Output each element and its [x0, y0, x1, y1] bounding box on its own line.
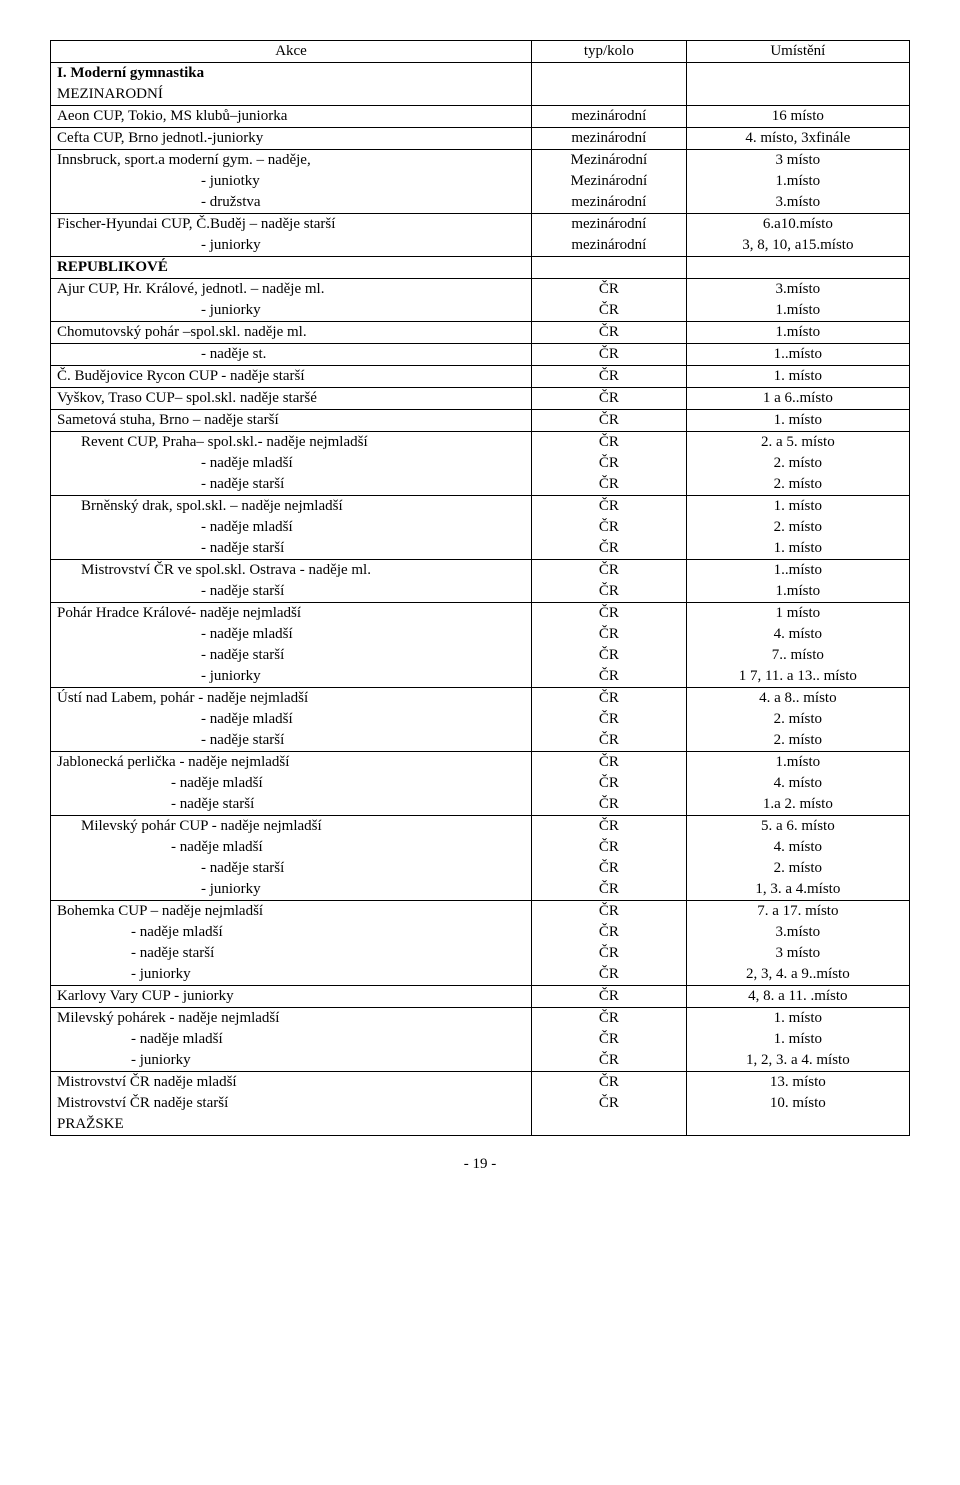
table-row: Mistrovství ČR ve spol.skl. Ostrava - na…: [51, 560, 910, 582]
table-row: - naděje staršíČR1.místo: [51, 581, 910, 603]
table-row: Fischer-Hyundai CUP, Č.Buděj – naděje st…: [51, 214, 910, 236]
section-republikove: REPUBLIKOVÉ: [51, 257, 910, 279]
table-row: - juniorkyČR1, 3. a 4.místo: [51, 879, 910, 901]
table-row: - naděje mladšíČR2. místo: [51, 453, 910, 474]
section-prazske: PRAŽSKE: [51, 1114, 910, 1136]
table-row: - naděje staršíČR2. místo: [51, 474, 910, 496]
table-row: Milevský pohár CUP - naděje nejmladšíČR5…: [51, 816, 910, 838]
table-row: - naděje mladšíČR1. místo: [51, 1029, 910, 1050]
table-header-row: Akce typ/kolo Umístění: [51, 41, 910, 63]
table-row: Pohár Hradce Králové- naděje nejmladšíČR…: [51, 603, 910, 625]
col-typ: typ/kolo: [532, 41, 687, 63]
table-row: - juniotkyMezinárodní1.místo: [51, 171, 910, 192]
table-row: Ajur CUP, Hr. Králové, jednotl. – naděje…: [51, 279, 910, 301]
table-row: Vyškov, Traso CUP– spol.skl. naděje star…: [51, 388, 910, 410]
table-row: - naděje mladšíČR4. místo: [51, 624, 910, 645]
table-row: - juniorkymezinárodní3, 8, 10, a15.místo: [51, 235, 910, 257]
table-row: - naděje st.ČR1..místo: [51, 344, 910, 366]
section-sub: MEZINARODNÍ: [51, 84, 532, 106]
table-row: - naděje staršíČR7.. místo: [51, 645, 910, 666]
section-mezinarodni: MEZINARODNÍ: [51, 84, 910, 106]
table-row: Milevský pohárek - naděje nejmladšíČR1. …: [51, 1008, 910, 1030]
table-row: - naděje staršíČR2. místo: [51, 730, 910, 752]
table-row: Chomutovský pohár –spol.skl. naděje ml.Č…: [51, 322, 910, 344]
table-row: - naděje staršíČR1. místo: [51, 538, 910, 560]
table-row: - juniorkyČR1 7, 11. a 13.. místo: [51, 666, 910, 688]
col-umisteni: Umístění: [686, 41, 909, 63]
table-row: Mistrovství ČR naděje staršíČR10. místo: [51, 1093, 910, 1114]
table-row: - družstvamezinárodní3.místo: [51, 192, 910, 214]
table-row: Bohemka CUP – naděje nejmladšíČR7. a 17.…: [51, 901, 910, 923]
col-akce: Akce: [51, 41, 532, 63]
table-row: Innsbruck, sport.a moderní gym. – naděje…: [51, 150, 910, 172]
table-row: - juniorkyČR2, 3, 4. a 9..místo: [51, 964, 910, 986]
table-row: Č. Budějovice Rycon CUP - naděje staršíČ…: [51, 366, 910, 388]
table-row: Ústí nad Labem, pohár - naděje nejmladší…: [51, 688, 910, 710]
table-row: - juniorkyČR1, 2, 3. a 4. místo: [51, 1050, 910, 1072]
events-table: Akce typ/kolo Umístění I. Moderní gymnas…: [50, 40, 910, 1136]
table-row: - naděje mladšíČR2. místo: [51, 517, 910, 538]
table-row: - naděje mladšíČR2. místo: [51, 709, 910, 730]
table-row: - naděje staršíČR2. místo: [51, 858, 910, 879]
table-row: - juniorkyČR1.místo: [51, 300, 910, 322]
table-row: - naděje mladšíČR4. místo: [51, 773, 910, 794]
section-modern-gym: I. Moderní gymnastika: [51, 63, 910, 85]
table-row: Karlovy Vary CUP - juniorkyČR4, 8. a 11.…: [51, 986, 910, 1008]
table-row: Revent CUP, Praha– spol.skl.- naděje nej…: [51, 432, 910, 454]
table-row: - naděje mladšíČR4. místo: [51, 837, 910, 858]
section-title: I. Moderní gymnastika: [51, 63, 532, 85]
table-row: Brněnský drak, spol.skl. – naděje nejmla…: [51, 496, 910, 518]
table-row: - naděje staršíČR3 místo: [51, 943, 910, 964]
table-row: - naděje staršíČR1.a 2. místo: [51, 794, 910, 816]
table-row: Cefta CUP, Brno jednotl.-juniorkymezinár…: [51, 128, 910, 150]
page-number: - 19 -: [50, 1156, 910, 1173]
table-row: Sametová stuha, Brno – naděje staršíČR1.…: [51, 410, 910, 432]
table-row: Aeon CUP, Tokio, MS klubů–juniorkameziná…: [51, 106, 910, 128]
table-row: Jablonecká perlička - naděje nejmladšíČR…: [51, 752, 910, 774]
table-row: - naděje mladšíČR3.místo: [51, 922, 910, 943]
table-row: Mistrovství ČR naděje mladšíČR13. místo: [51, 1072, 910, 1094]
